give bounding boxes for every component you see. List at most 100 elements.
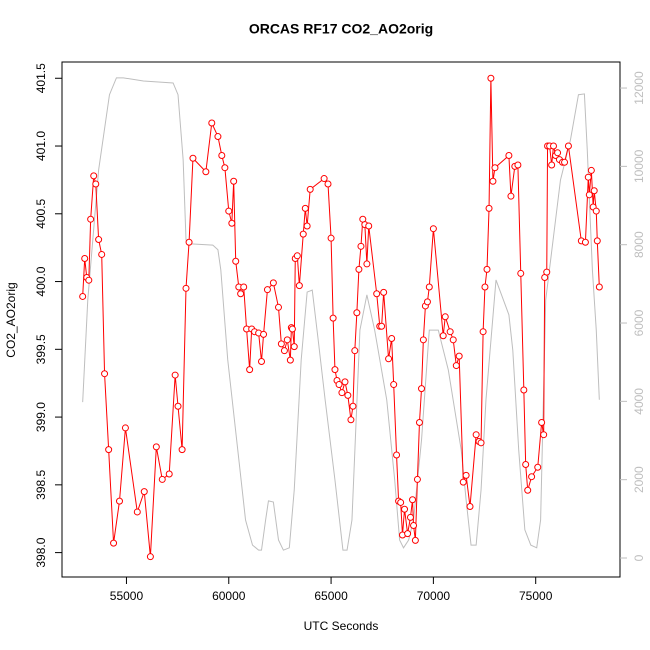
data-point: [320, 175, 328, 183]
data-point: [522, 461, 530, 469]
data-point: [228, 219, 236, 227]
data-point: [110, 539, 118, 547]
data-point: [549, 142, 557, 150]
data-point: [404, 530, 412, 538]
data-point: [418, 385, 426, 393]
data-point: [121, 424, 129, 432]
data-point: [538, 419, 546, 426]
y2-tick-label: 6000: [632, 309, 646, 336]
data-point: [584, 173, 592, 181]
data-point: [520, 386, 528, 394]
data-point: [158, 475, 166, 483]
data-point: [280, 347, 288, 355]
data-point: [423, 298, 431, 306]
data-point: [401, 505, 409, 513]
data-point: [528, 473, 536, 481]
data-point: [554, 149, 562, 157]
data-point: [487, 74, 495, 82]
data-point: [548, 161, 556, 169]
data-point: [507, 192, 515, 200]
data-point: [331, 366, 339, 374]
data-point: [105, 446, 113, 454]
x-tick-label: 65000: [314, 589, 348, 603]
data-point: [258, 358, 266, 366]
data-point: [95, 236, 103, 244]
data-point: [269, 279, 277, 287]
data-point: [90, 172, 98, 180]
data-point: [303, 222, 311, 230]
x-tick-label: 55000: [110, 589, 144, 603]
data-point: [479, 328, 487, 336]
data-point: [263, 286, 271, 294]
y2-tick-label: 8000: [632, 231, 646, 258]
data-point: [595, 283, 603, 291]
data-point: [351, 347, 359, 355]
data-point: [174, 402, 182, 410]
data-point: [85, 276, 93, 284]
y-tick-label: 401.5: [34, 63, 48, 93]
data-point: [385, 355, 393, 363]
y-tick-label: 398.5: [34, 470, 48, 500]
x-tick-label: 75000: [519, 589, 553, 603]
data-point: [472, 431, 480, 439]
data-point: [449, 336, 457, 344]
y2-tick-label: 10000: [632, 149, 646, 183]
data-point: [288, 325, 296, 333]
data-point: [335, 381, 343, 389]
data-point: [439, 332, 447, 340]
data-point: [505, 152, 513, 160]
data-point: [140, 488, 148, 496]
data-point: [365, 222, 373, 230]
data-point: [344, 391, 352, 399]
data-point: [274, 303, 282, 311]
data-point: [283, 336, 291, 344]
chart-title: ORCAS RF17 CO2_AO2orig: [249, 21, 433, 37]
data-point: [590, 187, 598, 195]
data-point: [349, 402, 357, 410]
data-point: [329, 314, 337, 322]
data-point: [373, 290, 381, 298]
data-point: [466, 503, 474, 511]
data-point: [98, 250, 106, 258]
data-point: [540, 431, 548, 439]
data-point: [585, 191, 593, 199]
data-point: [415, 419, 423, 426]
data-point: [202, 168, 210, 176]
data-point: [581, 238, 589, 246]
y-axis-label: CO2_AO2orig: [4, 282, 18, 357]
data-point: [286, 356, 294, 364]
data-point: [214, 133, 222, 141]
data-point: [92, 180, 100, 188]
data-point: [485, 204, 493, 212]
data-point: [419, 336, 427, 344]
data-point: [171, 371, 179, 379]
data-point: [152, 443, 160, 451]
data-point: [517, 269, 525, 277]
data-point: [462, 471, 470, 479]
y-tick-label: 399.0: [34, 402, 48, 432]
data-point: [543, 268, 551, 276]
data-point: [327, 234, 335, 242]
data-point: [87, 215, 95, 223]
data-point: [237, 290, 245, 298]
data-point: [592, 207, 600, 215]
data-point: [81, 255, 89, 263]
x-axis-label: UTC Seconds: [304, 619, 379, 633]
data-point: [564, 142, 572, 150]
y-tick-label: 398.0: [34, 537, 48, 567]
data-point: [115, 497, 123, 505]
data-point: [165, 470, 173, 478]
data-point: [240, 283, 248, 291]
data-point: [378, 322, 386, 330]
data-point: [246, 366, 254, 374]
data-point: [524, 486, 532, 494]
data-point: [413, 475, 421, 483]
data-point: [363, 260, 371, 268]
data-point: [277, 340, 285, 348]
y-tick-label: 399.5: [34, 334, 48, 364]
data-point: [101, 370, 109, 378]
series-line: [82, 77, 600, 551]
data-point: [446, 328, 454, 336]
data-point: [489, 177, 497, 185]
plot-frame: [61, 61, 621, 578]
